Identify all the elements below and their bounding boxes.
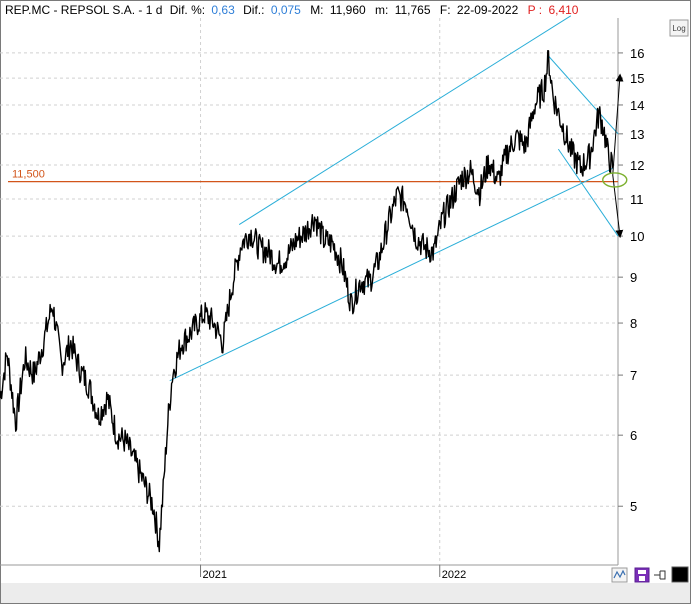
x-axis-ticks: 2021 2022 xyxy=(200,565,466,581)
trend-channel-line[interactable] xyxy=(547,55,619,135)
y-tick-label: 5 xyxy=(630,499,637,514)
y-tick-label: 11 xyxy=(630,192,644,207)
date-value: 22-09-2022 xyxy=(457,3,519,17)
projection-arrow[interactable] xyxy=(612,73,624,175)
autoscale-icon[interactable] xyxy=(611,567,628,583)
y-tick-label: 15 xyxy=(630,71,644,86)
x-tick-label: 2021 xyxy=(203,569,227,581)
y-tick-label: 7 xyxy=(630,368,637,383)
y-tick-label: 9 xyxy=(630,270,637,285)
bottom-status-bar xyxy=(1,583,690,603)
dif-pct-label: Dif. %: xyxy=(170,3,205,17)
trendlines xyxy=(169,15,619,382)
support-line-group: 11,500 xyxy=(8,169,618,183)
price-line xyxy=(0,50,614,553)
y-tick-label: 6 xyxy=(630,428,637,443)
header-symbol: REP.MC - REPSOL S.A. - 1 d xyxy=(5,3,162,17)
log-toggle-label: Log xyxy=(672,24,685,33)
date-label: F: xyxy=(440,3,451,17)
max-value: 11,960 xyxy=(330,3,366,17)
trend-channel-line[interactable] xyxy=(557,148,619,237)
pin-icon[interactable] xyxy=(654,570,666,580)
grid xyxy=(0,18,618,565)
p-label: P : xyxy=(528,3,542,17)
projection-arrow[interactable] xyxy=(612,174,624,239)
dif-label: Dif.: xyxy=(243,3,264,17)
projection-arrows xyxy=(602,73,628,239)
save-icon[interactable] xyxy=(634,567,650,583)
y-axis-ticks: 5 6 7 8 9 10 11 12 13 14 15 16 xyxy=(618,46,644,514)
x-tick-label: 2022 xyxy=(442,569,466,581)
y-tick-label: 16 xyxy=(630,46,644,61)
dif-pct-value: 0,63 xyxy=(211,3,235,17)
trend-channel-line[interactable] xyxy=(238,15,572,225)
y-tick-label: 13 xyxy=(630,127,644,142)
dif-value: 0,075 xyxy=(271,3,301,17)
min-value: 11,765 xyxy=(395,3,431,17)
price-series xyxy=(0,50,614,553)
max-label: M: xyxy=(310,3,323,17)
y-tick-label: 10 xyxy=(630,229,644,244)
min-label: m: xyxy=(375,3,388,17)
chart-header: REP.MC - REPSOL S.A. - 1 d Dif. %: 0,63 … xyxy=(5,3,579,17)
color-swatch-button[interactable] xyxy=(671,566,689,583)
target-circle[interactable] xyxy=(602,172,628,188)
bottom-toolbar xyxy=(1,566,690,603)
y-tick-label: 14 xyxy=(630,98,644,113)
p-value: 6,410 xyxy=(548,3,578,17)
support-line-label: 11,500 xyxy=(12,169,45,181)
y-tick-label: 12 xyxy=(630,158,644,173)
log-toggle-button[interactable]: Log xyxy=(669,19,689,37)
y-tick-label: 8 xyxy=(630,316,637,331)
trend-channel-line[interactable] xyxy=(169,167,613,382)
